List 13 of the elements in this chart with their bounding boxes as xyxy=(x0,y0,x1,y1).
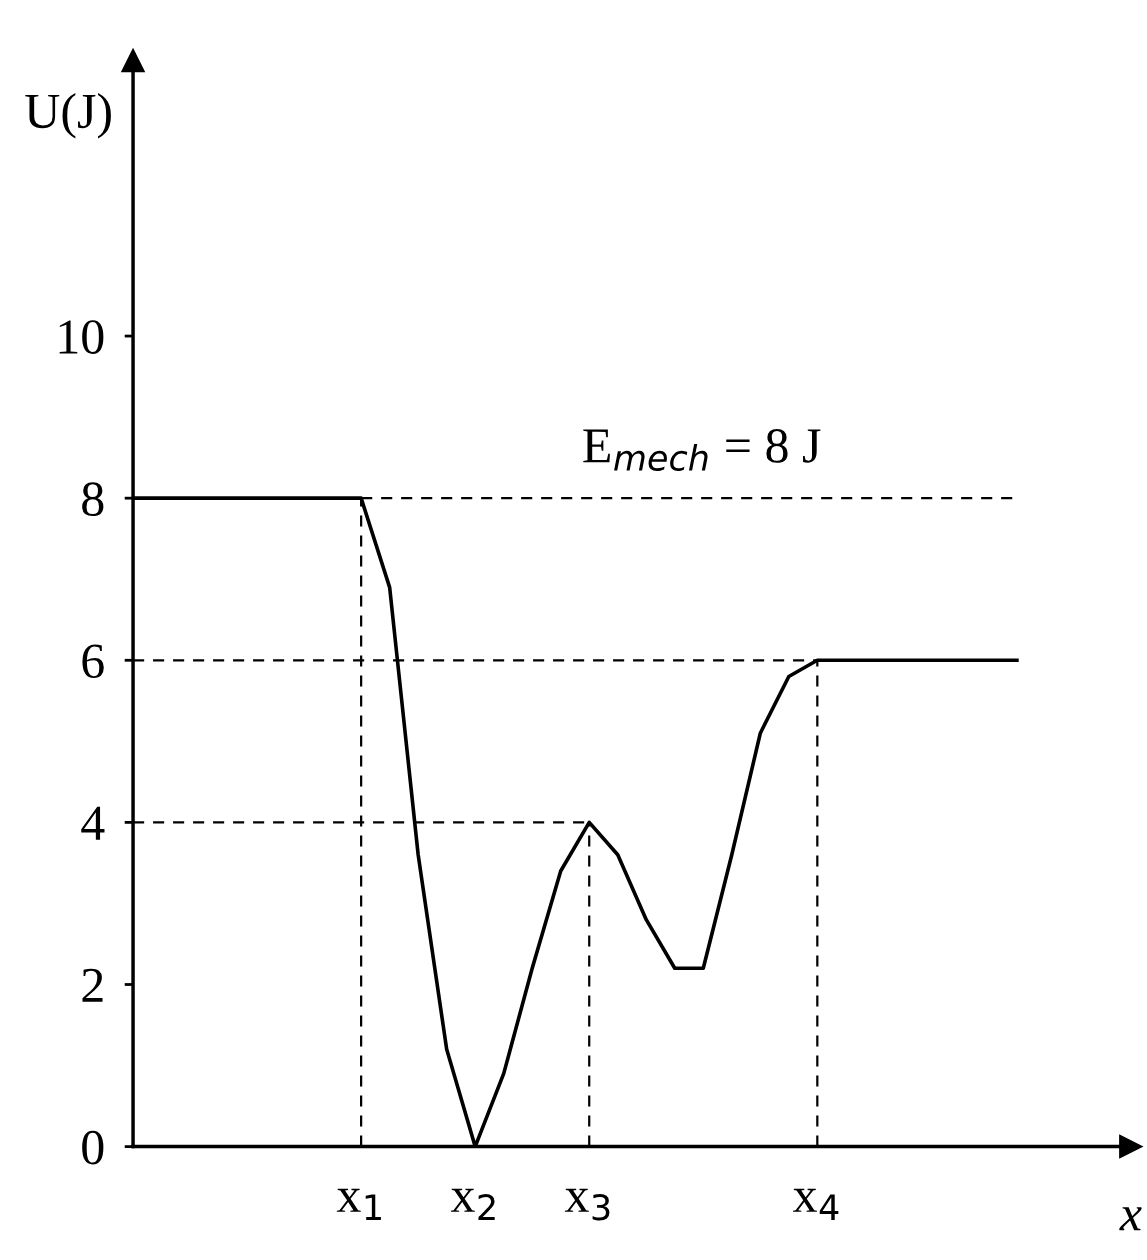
y-tick-label: 4 xyxy=(81,806,105,840)
x-tick-label: x$_{2}$ xyxy=(450,1188,495,1221)
annotation: E$_{mech}$ = 8 J xyxy=(583,429,821,471)
x-axis-title: x xyxy=(1119,1207,1142,1231)
y-tick-label: 0 xyxy=(82,1130,104,1165)
y-axis-title: U(J) xyxy=(25,93,111,139)
y-tick-label: 2 xyxy=(82,968,103,1002)
y-tick-label: 8 xyxy=(82,482,104,517)
y-tick-label: 10 xyxy=(59,320,104,354)
x-tick-label: x$_{1}$ xyxy=(336,1188,381,1221)
y-tick-label: 6 xyxy=(82,644,104,679)
x-tick-label: x$_{3}$ xyxy=(564,1188,610,1221)
x-tick-label: x$_{4}$ xyxy=(793,1188,839,1221)
